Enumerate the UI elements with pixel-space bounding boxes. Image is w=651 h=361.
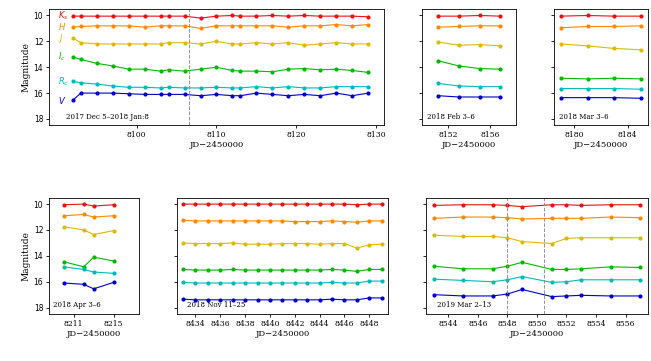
X-axis label: JD−2450000: JD−2450000 xyxy=(66,330,121,338)
Y-axis label: Magnitude: Magnitude xyxy=(22,42,31,92)
X-axis label: JD−2450000: JD−2450000 xyxy=(255,330,309,338)
X-axis label: JD−2450000: JD−2450000 xyxy=(442,141,496,149)
Text: $R_c$: $R_c$ xyxy=(58,75,69,88)
Text: $J$: $J$ xyxy=(58,32,64,45)
Text: 2018 Nov 11–25: 2018 Nov 11–25 xyxy=(187,301,245,309)
Text: 2018 Apr 3–6: 2018 Apr 3–6 xyxy=(53,301,101,309)
Text: $I_c$: $I_c$ xyxy=(58,51,66,63)
Y-axis label: Magnitude: Magnitude xyxy=(22,231,31,281)
Text: $V$: $V$ xyxy=(58,95,66,106)
Text: 2017 Dec 5–2018 Jan:8: 2017 Dec 5–2018 Jan:8 xyxy=(66,113,148,121)
Text: 2018 Mar 3–6: 2018 Mar 3–6 xyxy=(559,113,609,121)
Text: 2019 Mar 2–13: 2019 Mar 2–13 xyxy=(437,301,492,309)
Text: $K_s$: $K_s$ xyxy=(58,10,68,22)
Text: $H$: $H$ xyxy=(58,21,66,32)
X-axis label: JD−2450000: JD−2450000 xyxy=(510,330,564,338)
X-axis label: JD−2450000: JD−2450000 xyxy=(574,141,628,149)
X-axis label: JD−2450000: JD−2450000 xyxy=(189,141,243,149)
Text: 2018 Feb 3–6: 2018 Feb 3–6 xyxy=(427,113,475,121)
